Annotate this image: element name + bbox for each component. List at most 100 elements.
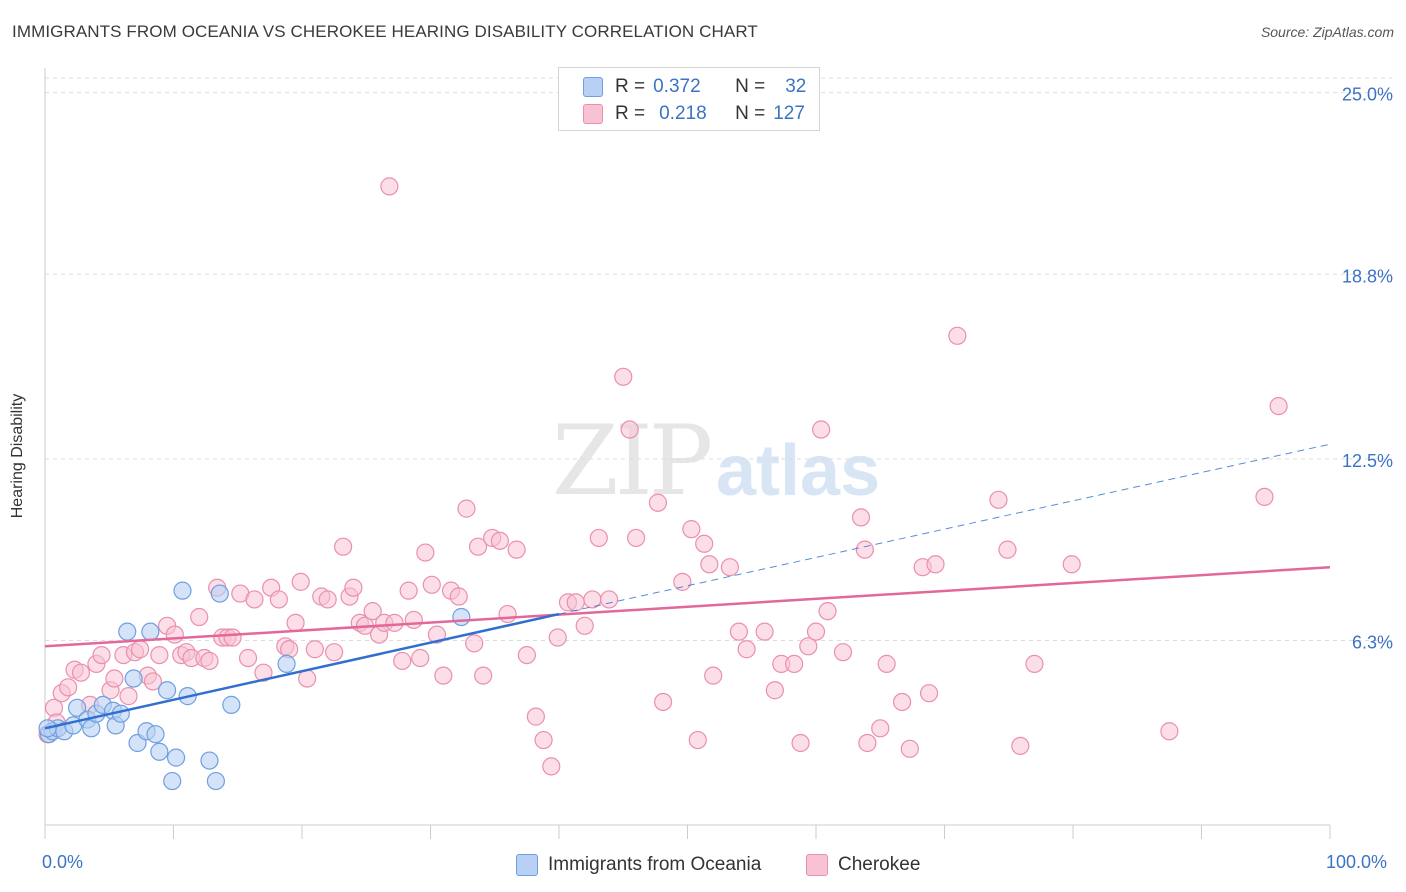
cherokee-point (165, 625, 184, 644)
legend-r-value-cherokee: 0.218 (659, 103, 707, 124)
bottom-legend-swatch-oceania (516, 854, 538, 876)
cherokee-point (380, 177, 399, 196)
cherokee-point (765, 681, 784, 700)
cherokee-point (474, 666, 493, 685)
oceania-point (124, 669, 143, 688)
source-credit: Source: ZipAtlas.com (1260, 24, 1394, 40)
cherokee-point (877, 654, 896, 673)
oceania-trendline (44, 612, 560, 730)
cherokee-point (507, 540, 526, 559)
bottom-legend-swatch-cherokee (806, 854, 828, 876)
cherokee-point (534, 730, 553, 750)
cherokee-point (344, 578, 363, 597)
cherokee-point (325, 643, 344, 662)
cherokee-point (404, 610, 423, 630)
cherokee-point (919, 684, 939, 703)
oceania-point (141, 622, 160, 641)
cherokee-point (130, 640, 150, 659)
y-tick-label: 18.8% (1342, 266, 1393, 286)
cherokee-point (119, 687, 138, 706)
cherokee-point (59, 678, 78, 697)
legend-n-label: N = (735, 76, 766, 97)
cherokee-point (411, 648, 430, 668)
oceania-point (200, 751, 219, 770)
cherokee-point (575, 616, 594, 635)
bottom-legend-label-cherokee: Cherokee (838, 854, 921, 875)
y-tick-label: 6.3% (1352, 632, 1393, 652)
grid-layer (45, 77, 1392, 641)
cherokee-point (498, 604, 517, 624)
legend-row-oceania: R = 0.372 N = 32 (583, 75, 806, 99)
cherokee-point (989, 490, 1008, 509)
cherokee-point (1025, 654, 1044, 673)
trend-layer (44, 443, 1331, 730)
cherokee-point (812, 420, 831, 439)
cherokee-point (626, 528, 646, 548)
oceania-point (68, 698, 87, 717)
cherokee-point (948, 326, 967, 345)
cherokee-point (190, 607, 209, 627)
cherokee-point (871, 719, 890, 738)
cherokee-point (566, 593, 585, 612)
cherokee-point (422, 575, 441, 594)
oceania-point (452, 607, 471, 627)
oceania-point (222, 695, 241, 714)
cherokee-point (1160, 722, 1179, 741)
cherokee-point (305, 640, 324, 659)
cherokee-point (291, 572, 310, 591)
cherokee-point (818, 602, 837, 621)
y-tick-label: 12.5% (1342, 451, 1393, 471)
cherokee-point (806, 622, 826, 641)
cherokee-point (542, 757, 561, 776)
cherokee-point (900, 739, 919, 758)
cherokee-point (434, 666, 453, 685)
legend-box: R = 0.372 N = 32 R = 0.218 N = 127 (558, 67, 820, 131)
legend-row-cherokee: R = 0.218 N = 127 (583, 102, 805, 126)
cherokee-point (729, 622, 749, 641)
cherokee-point (589, 528, 608, 548)
cherokee-point (526, 707, 545, 726)
oceania-point (173, 581, 192, 600)
cherokee-point (200, 651, 219, 671)
cherokee-point (105, 669, 124, 688)
cherokee-point (490, 531, 509, 550)
oceania-trendline-extension (558, 443, 1331, 615)
y-tick-label: 25.0% (1342, 85, 1393, 105)
cherokee-point (648, 493, 668, 512)
cherokee-point (600, 590, 619, 609)
legend-r-label: R = (615, 103, 646, 124)
cherokee-point (71, 663, 91, 682)
oceania-point (150, 742, 169, 761)
cherokee-point (855, 540, 874, 559)
cherokee-point (737, 640, 756, 659)
cherokee-point (682, 520, 701, 539)
cherokee-points (38, 177, 1288, 776)
legend-n-label: N = (735, 103, 766, 124)
cherokee-point (688, 730, 707, 750)
cherokee-point (614, 367, 633, 386)
oceania-point (210, 584, 229, 603)
legend-n-value-oceania: 32 (785, 76, 807, 97)
cherokee-point (318, 590, 337, 609)
cherokee-point (755, 622, 774, 641)
cherokee-point (695, 534, 714, 553)
cherokee-point (720, 558, 740, 577)
legend-swatch-oceania (583, 77, 603, 97)
cherokee-point (926, 555, 945, 574)
cherokee-point (785, 654, 804, 673)
cherokee-point (334, 537, 353, 556)
axis-layer (44, 68, 1331, 839)
cherokee-point (548, 628, 567, 647)
cherokee-point (254, 663, 273, 682)
cherokee-point (858, 733, 877, 753)
x-tick-label-max: 100.0% (1326, 852, 1388, 872)
cherokee-point (700, 555, 719, 574)
cherokee-point (892, 692, 912, 712)
bottom-legend-oceania: Immigrants from Oceania (516, 852, 761, 878)
bottom-legend-label-oceania: Immigrants from Oceania (548, 854, 762, 875)
oceania-point (118, 622, 137, 641)
chart-title: IMMIGRANTS FROM OCEANIA VS CHEROKEE HEAR… (12, 22, 758, 41)
oceania-point (166, 748, 186, 767)
cherokee-point (653, 692, 673, 712)
